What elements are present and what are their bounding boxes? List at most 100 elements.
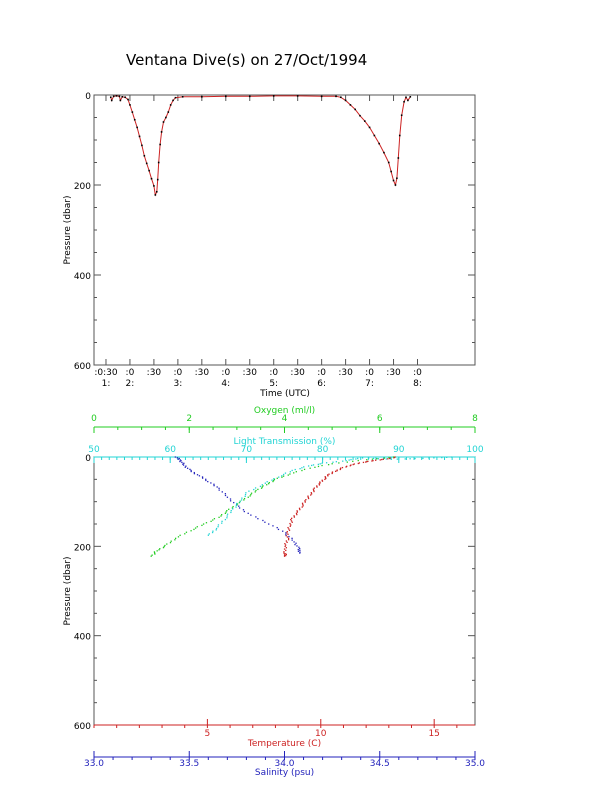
top-x-tick-label: :0 bbox=[317, 368, 326, 378]
top-x-axis-label: Time (UTC) bbox=[259, 389, 310, 399]
light-point bbox=[226, 517, 228, 519]
oxygen-point bbox=[156, 550, 158, 552]
oxygen-point bbox=[338, 462, 340, 464]
salinity-point bbox=[288, 535, 290, 538]
light-point bbox=[273, 478, 275, 480]
salinity-point bbox=[207, 480, 209, 483]
oxygen-point bbox=[254, 491, 256, 493]
temperature-point bbox=[334, 470, 337, 472]
light-point bbox=[284, 472, 287, 474]
temperature-point bbox=[307, 497, 310, 500]
temperature-point bbox=[284, 544, 287, 546]
top-x-tick-label: :30 bbox=[147, 368, 162, 378]
temperature-point bbox=[283, 554, 286, 556]
light-point bbox=[254, 487, 257, 489]
light-point bbox=[350, 458, 352, 461]
salinity-point bbox=[221, 491, 223, 493]
pressure-point bbox=[131, 111, 134, 113]
oxygen-point bbox=[287, 474, 289, 476]
oxygen-point bbox=[293, 472, 295, 474]
salinity-point bbox=[184, 466, 186, 468]
top-x-tick-label: :0 bbox=[365, 368, 374, 378]
pressure-point bbox=[335, 95, 337, 98]
salinity-point bbox=[177, 458, 179, 460]
temperature-point bbox=[319, 482, 321, 484]
light-point bbox=[385, 458, 387, 460]
temperature-point bbox=[291, 517, 293, 519]
temperature-tick-label: 10 bbox=[315, 729, 327, 739]
light-tick-label: 80 bbox=[317, 445, 329, 455]
salinity-point bbox=[297, 548, 299, 551]
light-point bbox=[291, 469, 293, 472]
oxygen-point bbox=[162, 546, 165, 549]
salinity-point bbox=[282, 530, 284, 532]
temperature-point bbox=[302, 505, 304, 507]
pressure-point bbox=[127, 98, 129, 101]
salinity-point bbox=[183, 462, 185, 464]
oxygen-point bbox=[346, 461, 348, 463]
temperature-point bbox=[302, 503, 304, 506]
salinity-point bbox=[285, 532, 287, 534]
oxygen-point bbox=[193, 528, 195, 531]
temperature-point bbox=[366, 461, 368, 463]
pressure-point bbox=[224, 95, 227, 98]
light-point bbox=[261, 484, 263, 486]
pressure-point bbox=[174, 96, 177, 99]
temperature-point bbox=[324, 476, 326, 478]
salinity-point bbox=[205, 479, 207, 482]
top-x-tick-label: :30 bbox=[195, 368, 210, 378]
oxygen-point bbox=[267, 483, 270, 485]
oxygen-point bbox=[174, 537, 177, 539]
oxygen-point bbox=[220, 515, 222, 517]
pressure-point bbox=[162, 121, 165, 123]
oxygen-point bbox=[301, 469, 303, 472]
temperature-point bbox=[371, 460, 373, 462]
light-point bbox=[450, 456, 453, 458]
temperature-tick-label: 15 bbox=[428, 729, 439, 739]
oxygen-point bbox=[158, 549, 160, 551]
temperature-point bbox=[326, 474, 329, 476]
light-tick-label: 50 bbox=[88, 445, 100, 455]
oxygen-point bbox=[260, 487, 263, 489]
light-point bbox=[217, 526, 219, 528]
temperature-point bbox=[304, 501, 306, 503]
oxygen-point bbox=[243, 497, 246, 500]
oxygen-point bbox=[184, 533, 186, 535]
temperature-point bbox=[285, 549, 287, 552]
oxygen-point bbox=[309, 467, 311, 469]
temperature-point bbox=[301, 506, 303, 508]
temperature-point bbox=[339, 468, 341, 471]
temperature-point bbox=[304, 500, 306, 502]
salinity-point bbox=[255, 516, 257, 518]
salinity-tick-label: 35.0 bbox=[465, 759, 485, 769]
temperature-point bbox=[286, 530, 288, 533]
temperature-point bbox=[291, 521, 293, 523]
pressure-point bbox=[112, 95, 115, 98]
oxygen-point bbox=[273, 478, 276, 481]
light-point bbox=[317, 463, 320, 466]
oxygen-axis-label: Oxygen (ml/l) bbox=[254, 406, 315, 416]
light-point bbox=[224, 518, 227, 521]
salinity-point bbox=[293, 541, 295, 543]
pressure-point bbox=[133, 118, 136, 121]
top-x-tick-hour-label: 1: bbox=[102, 379, 111, 389]
salinity-point bbox=[179, 459, 181, 461]
pressure-point bbox=[157, 161, 160, 164]
salinity-point bbox=[299, 547, 301, 550]
oxygen-point bbox=[218, 516, 220, 518]
pressure-point bbox=[394, 184, 397, 186]
light-point bbox=[230, 511, 232, 514]
pressure-point bbox=[368, 126, 371, 129]
light-point bbox=[226, 515, 228, 517]
salinity-point bbox=[190, 469, 192, 472]
temperature-point bbox=[298, 507, 301, 509]
pressure-point bbox=[405, 96, 407, 99]
salinity-point bbox=[291, 537, 293, 539]
light-tick-label: 60 bbox=[164, 445, 176, 455]
light-point bbox=[278, 476, 280, 478]
light-axis-label: Light Transmission (%) bbox=[234, 437, 336, 447]
oxygen-point bbox=[255, 489, 257, 492]
oxygen-point bbox=[236, 503, 239, 505]
oxygen-point bbox=[281, 476, 283, 478]
